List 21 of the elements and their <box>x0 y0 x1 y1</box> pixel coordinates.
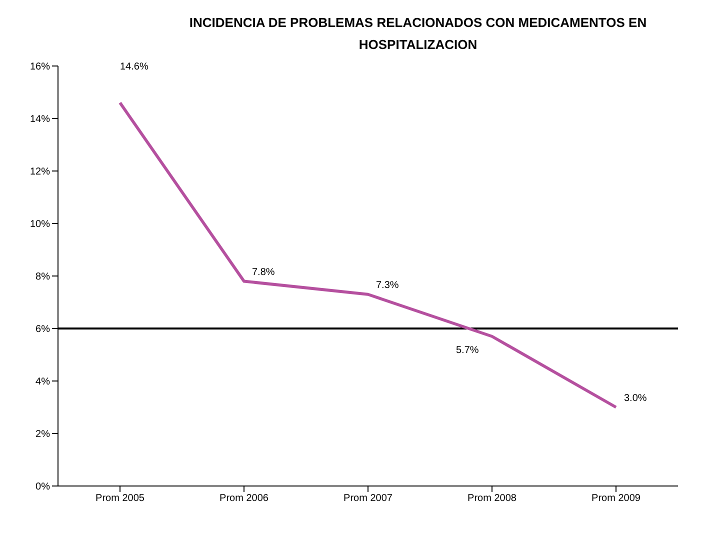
x-tick-label: Prom 2009 <box>592 493 641 504</box>
y-tick-label: 10% <box>30 219 50 230</box>
x-tick-label: Prom 2007 <box>344 493 393 504</box>
y-tick-label: 12% <box>30 166 50 178</box>
x-tick-label: Prom 2008 <box>468 493 517 504</box>
y-tick-label: 6% <box>36 324 50 336</box>
data-label: 14.6% <box>120 61 148 72</box>
y-tick-label: 16% <box>30 62 50 73</box>
y-tick-label: 4% <box>36 376 50 388</box>
data-label: 7.8% <box>252 266 275 278</box>
chart-title: INCIDENCIA DE PROBLEMAS RELACIONADOS CON MEDICAMENTOS EN HOSPITALIZACION <box>188 14 648 54</box>
y-tick-label: 2% <box>36 429 50 440</box>
data-label: 7.3% <box>376 280 399 292</box>
y-tick-label: 14% <box>30 114 50 126</box>
y-tick-label: 8% <box>36 272 50 283</box>
x-tick-label: Prom 2006 <box>220 493 269 504</box>
data-label: 5.7% <box>456 345 479 356</box>
data-label: 3.0% <box>624 392 647 404</box>
y-tick-label: 0% <box>36 482 50 493</box>
line-series <box>118 101 618 409</box>
x-tick-label: Prom 2005 <box>96 493 145 504</box>
